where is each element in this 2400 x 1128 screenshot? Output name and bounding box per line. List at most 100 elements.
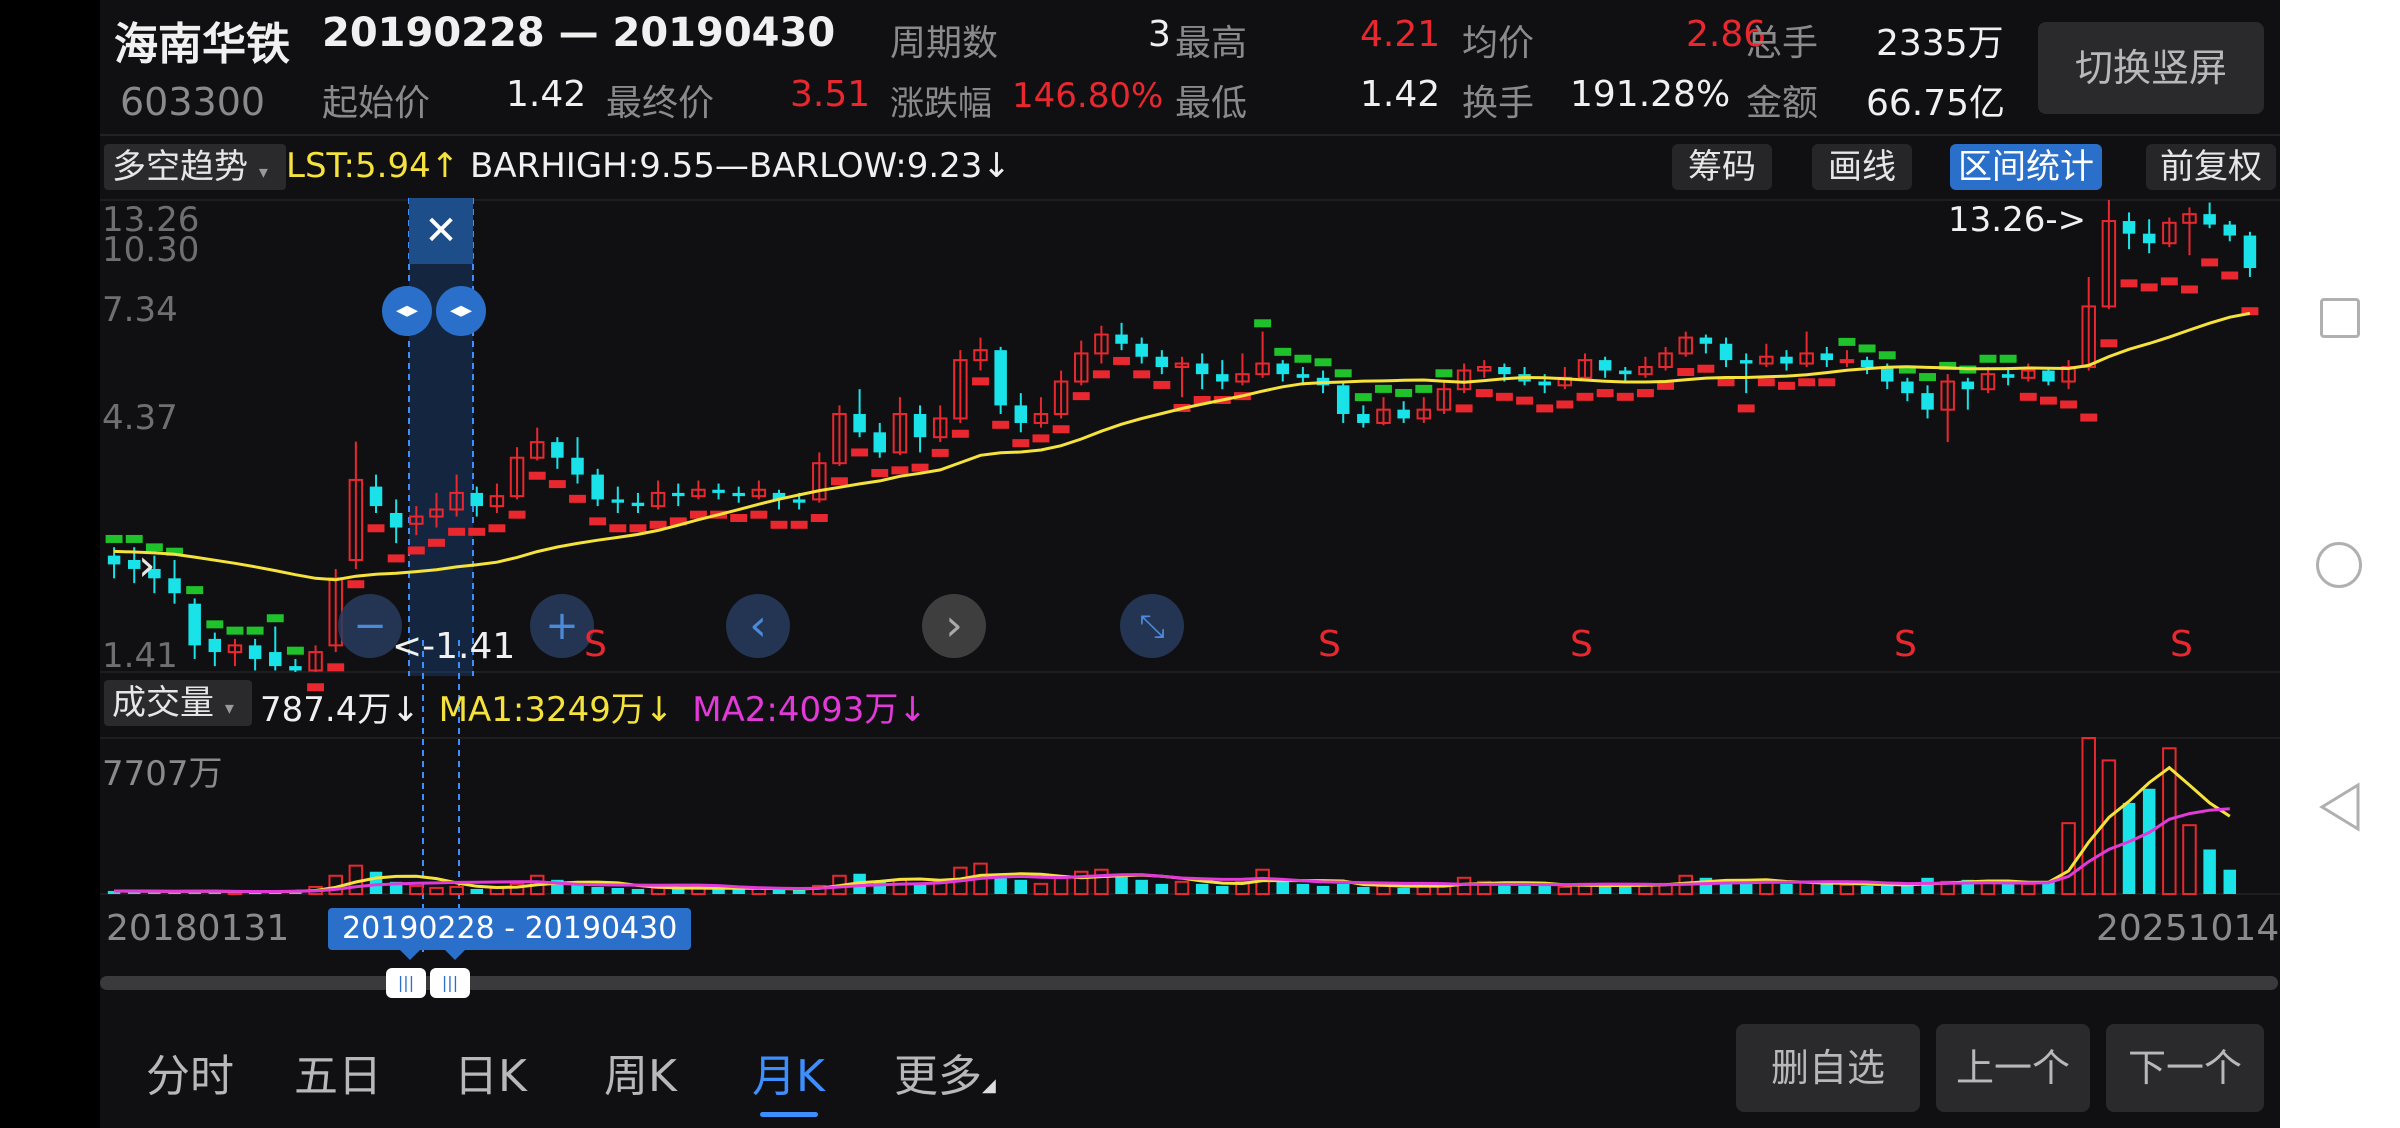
- stat-volume-label: 总手: [1746, 23, 1819, 64]
- indicator-selector-label: 多空趋势: [112, 147, 248, 187]
- tab-five-day[interactable]: 五日: [294, 1051, 382, 1102]
- tab-more[interactable]: 更多◢: [894, 1040, 996, 1104]
- barhigh-value: BARHIGH:9.55: [470, 146, 715, 186]
- candle-body: [127, 559, 141, 569]
- volume-bar: [792, 889, 806, 894]
- trend-marker: [1717, 378, 1735, 387]
- trend-marker: [1052, 425, 1070, 434]
- zoom-in-button[interactable]: +: [530, 594, 594, 658]
- trend-marker: [891, 466, 909, 475]
- expand-left-button[interactable]: ›: [138, 540, 156, 591]
- trend-marker: [830, 477, 848, 486]
- volume-bar: [1538, 885, 1551, 894]
- range-left-handle[interactable]: ◂▸: [382, 286, 432, 336]
- tab-active-indicator: [760, 1112, 818, 1117]
- trend-marker: [387, 554, 405, 563]
- tab-daily-k[interactable]: 日K: [454, 1051, 527, 1102]
- timeline-scrollbar[interactable]: [100, 976, 2278, 990]
- trend-marker: [750, 510, 768, 519]
- trend-marker: [1395, 388, 1413, 397]
- left-screen-edge: [0, 0, 100, 1128]
- draw-line-button[interactable]: 画线: [1812, 144, 1912, 190]
- minus-icon: −: [353, 603, 387, 649]
- sell-marker: S: [1570, 624, 1593, 665]
- kline-chart[interactable]: [100, 0, 2280, 1128]
- collapse-button[interactable]: ⤡: [1120, 594, 1184, 658]
- candle-body: [529, 441, 545, 459]
- volume-bar: [470, 888, 484, 894]
- trend-marker: [1778, 381, 1795, 390]
- back-button[interactable]: [2318, 782, 2362, 836]
- trend-marker: [1193, 396, 1211, 405]
- volume-bar: [2001, 883, 2015, 894]
- trend-marker: [730, 513, 748, 522]
- volume-bar: [107, 890, 121, 894]
- range-right-handle[interactable]: ◂▸: [436, 286, 486, 336]
- trend-marker: [1375, 384, 1392, 393]
- candle-body: [1940, 380, 1955, 411]
- recents-button[interactable]: [2320, 298, 2360, 338]
- trend-marker: [206, 620, 224, 629]
- candle-body: [1053, 380, 1069, 416]
- zoom-out-button[interactable]: −: [338, 594, 402, 658]
- trend-marker: [1153, 380, 1171, 389]
- trend-marker: [166, 547, 183, 556]
- price-axis-4: 4.37: [102, 398, 178, 438]
- down-arrow-icon: ↓: [982, 146, 1011, 186]
- remove-watchlist-button[interactable]: 删自选: [1736, 1024, 1920, 1112]
- tab-monthly-k[interactable]: 月K: [752, 1051, 825, 1102]
- ma-line: [114, 311, 2251, 582]
- scroll-right-button[interactable]: ›: [922, 594, 986, 658]
- close-selection-button[interactable]: ✕: [409, 198, 473, 264]
- candle-body: [369, 486, 383, 507]
- candle-body: [1759, 355, 1774, 365]
- candle-body: [1074, 352, 1089, 383]
- trend-marker: [1475, 389, 1493, 398]
- chips-button[interactable]: 筹码: [1672, 144, 1772, 190]
- tab-intraday[interactable]: 分时: [146, 1051, 234, 1102]
- trend-marker: [1516, 396, 1534, 405]
- trend-marker: [1697, 364, 1715, 373]
- volume-bar: [2061, 822, 2076, 896]
- volume-bar: [1174, 880, 1190, 896]
- previous-stock-button[interactable]: 上一个: [1936, 1024, 2090, 1112]
- candle-body: [1980, 373, 1996, 391]
- candle-body: [1658, 352, 1673, 369]
- volume-ma2: MA2:4093万: [692, 690, 899, 730]
- volume-bar: [732, 889, 745, 894]
- candle-body: [409, 515, 424, 525]
- range-stats-button[interactable]: 区间统计: [1950, 144, 2102, 190]
- next-stock-button[interactable]: 下一个: [2106, 1024, 2264, 1112]
- tab-weekly-k[interactable]: 周K: [604, 1051, 677, 1102]
- volume-bar: [1115, 875, 1128, 894]
- stat-high-value: 4.21: [1360, 14, 1441, 55]
- sell-marker: S: [584, 624, 607, 665]
- trend-marker: [428, 538, 445, 547]
- pre-adjust-button[interactable]: 前复权: [2146, 144, 2276, 190]
- stat-end-label: 最终价: [606, 83, 715, 124]
- timeline-handle-left[interactable]: |||: [386, 968, 426, 998]
- timeline-handle-right[interactable]: |||: [430, 968, 470, 998]
- stat-low-value: 1.42: [1360, 74, 1441, 115]
- volume-bar: [672, 888, 685, 894]
- trend-marker: [1818, 378, 1836, 387]
- price-axis-2: 10.30: [102, 230, 200, 270]
- volume-bar: [1598, 884, 1612, 894]
- trend-marker: [1919, 373, 1936, 382]
- candle-body: [1880, 367, 1894, 382]
- candle-body: [2243, 235, 2257, 269]
- trend-marker: [1415, 384, 1433, 393]
- indicator-selector[interactable]: 多空趋势 ▾: [104, 144, 286, 190]
- volume-selector[interactable]: 成交量 ▾: [104, 680, 252, 726]
- stat-high-label: 最高: [1175, 23, 1248, 64]
- trend-marker: [649, 520, 667, 529]
- trend-marker: [1757, 378, 1775, 387]
- switch-portrait-button[interactable]: 切换竖屏: [2038, 22, 2264, 114]
- volume-bar: [712, 888, 725, 894]
- candle-body: [1921, 393, 1934, 410]
- home-button[interactable]: [2316, 542, 2362, 588]
- chevron-left-icon: ‹: [749, 600, 767, 651]
- scroll-left-button[interactable]: ‹: [726, 594, 790, 658]
- trend-marker: [851, 448, 869, 457]
- candle-body: [1336, 385, 1350, 415]
